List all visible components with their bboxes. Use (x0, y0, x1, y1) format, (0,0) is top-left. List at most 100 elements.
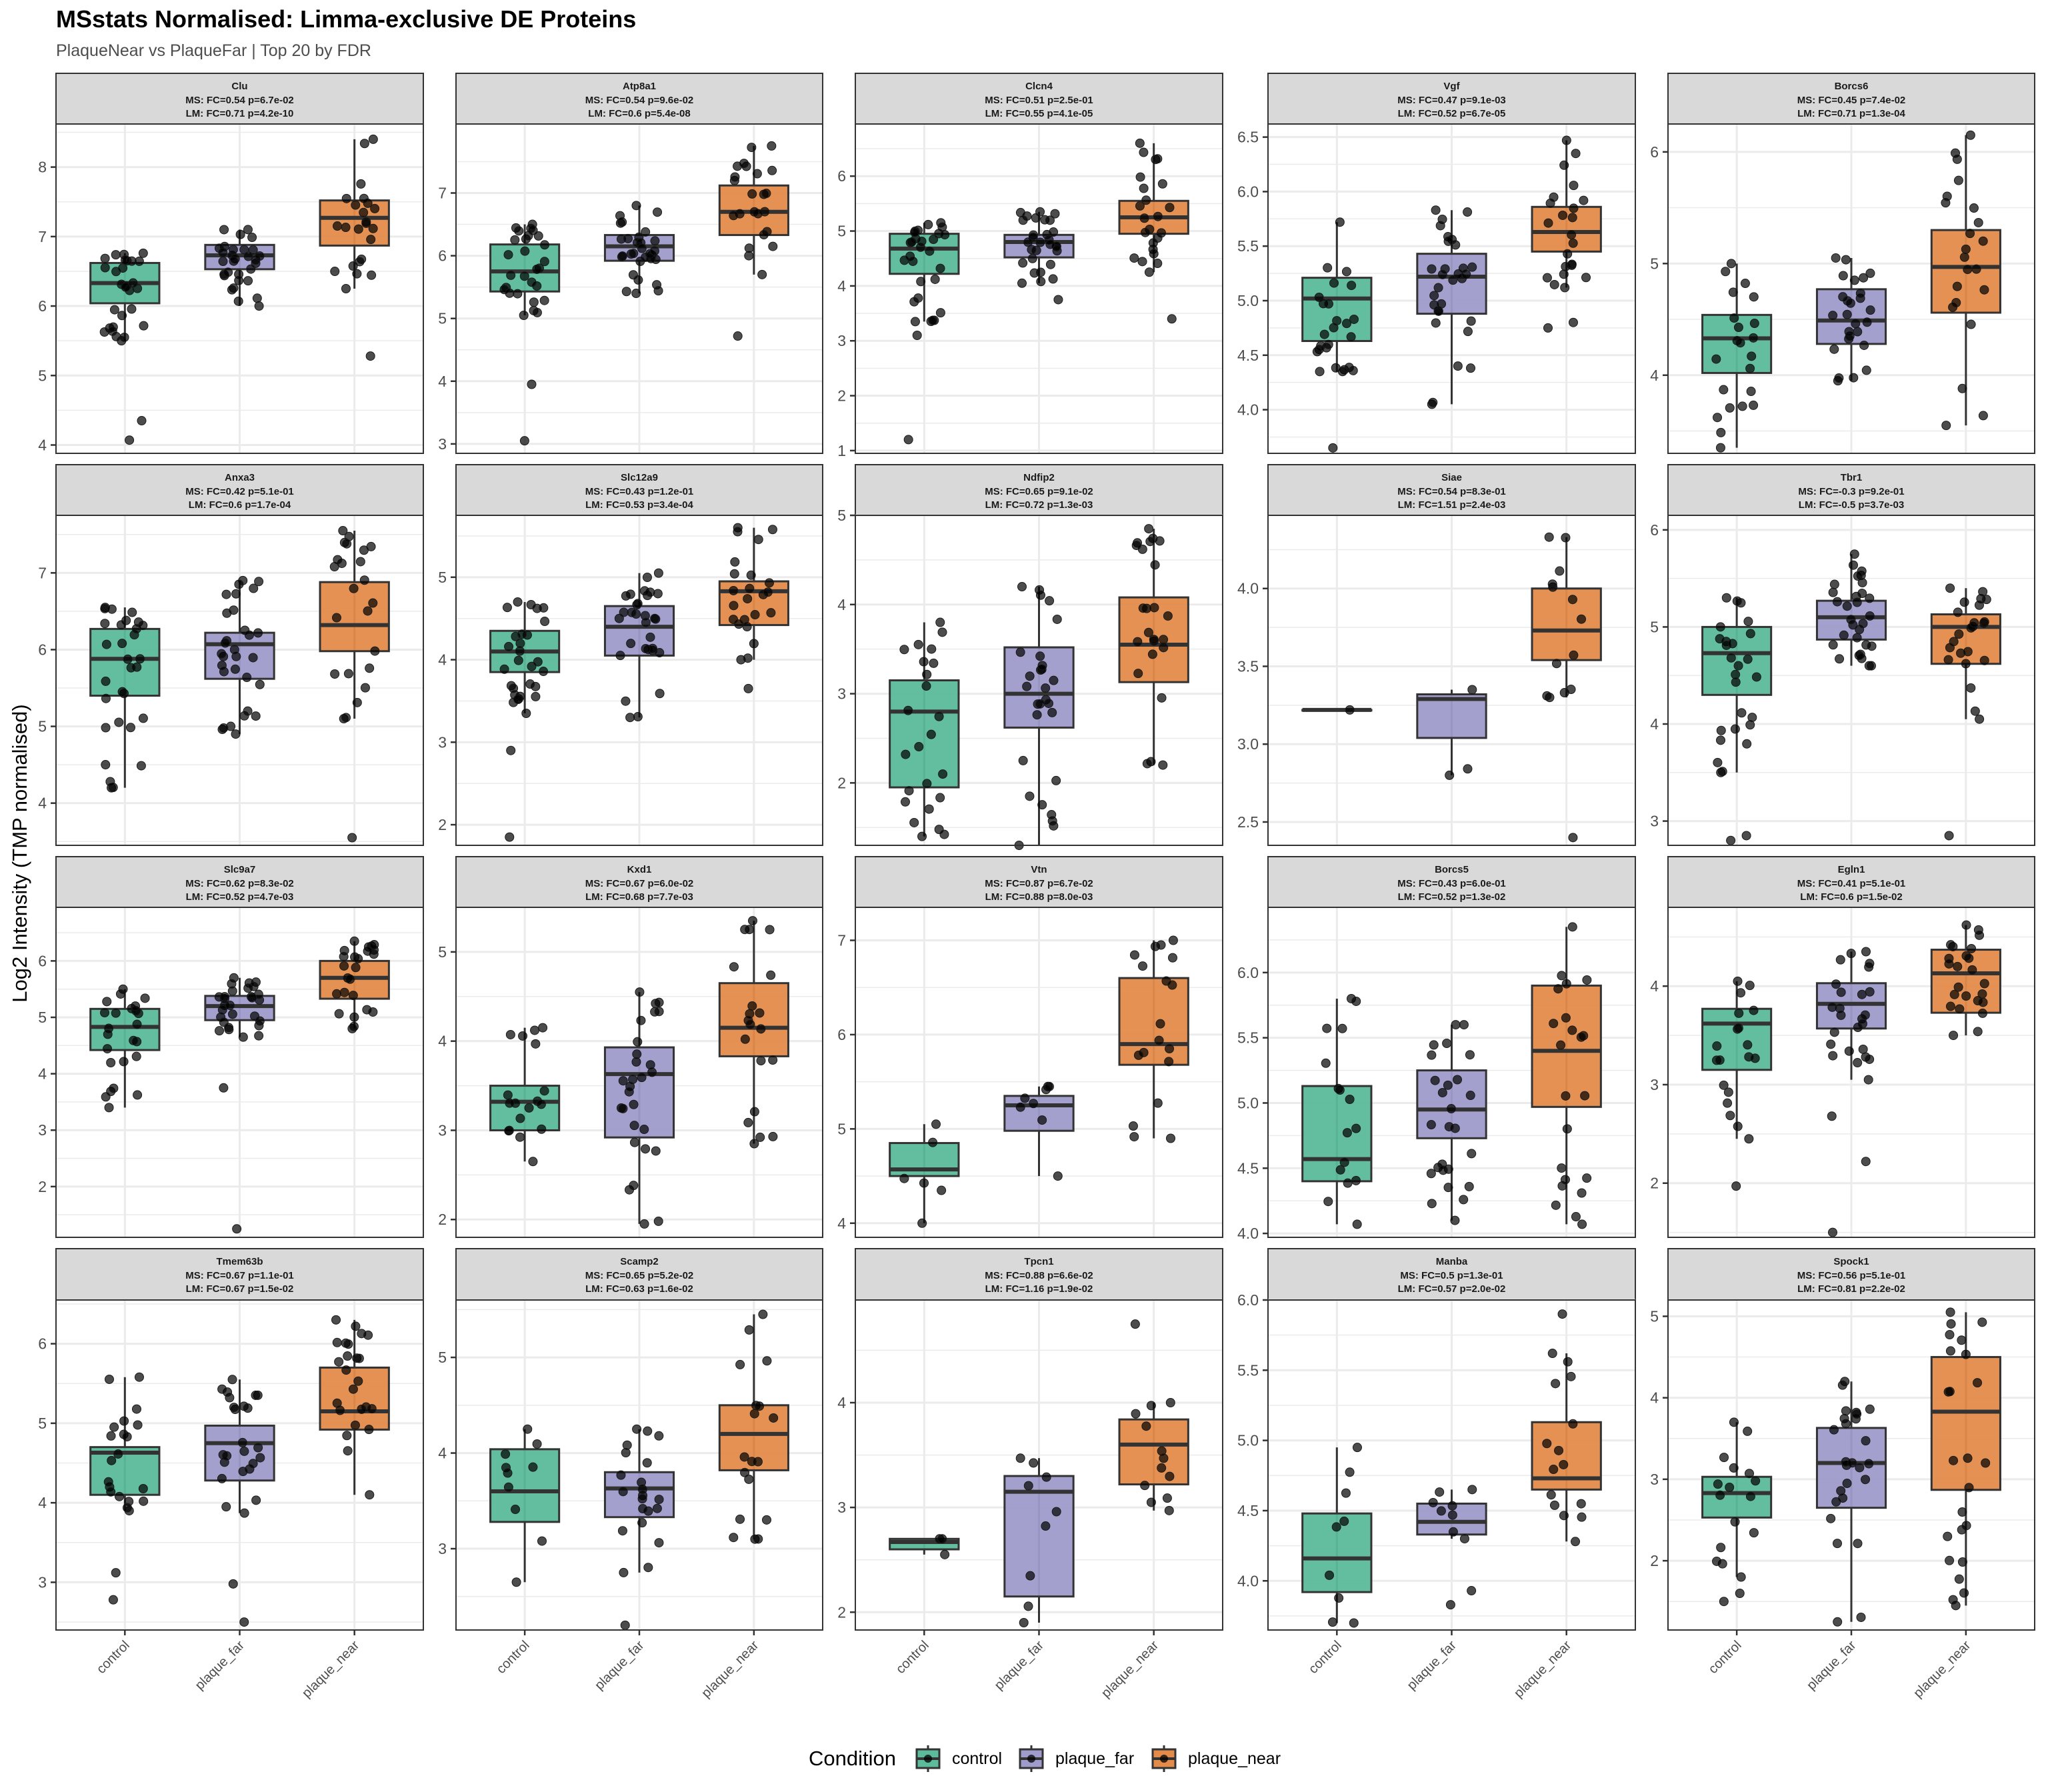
data-point (1465, 1091, 1475, 1101)
data-point (753, 1534, 763, 1544)
data-point (1979, 655, 1989, 665)
data-point (101, 693, 111, 703)
data-point (1731, 677, 1741, 687)
data-point (622, 1440, 632, 1450)
data-point (730, 557, 740, 567)
data-point (1427, 264, 1437, 274)
data-point (1842, 309, 1852, 319)
box-control (1301, 705, 1373, 715)
panel-border (455, 515, 823, 846)
data-point (532, 307, 542, 317)
data-point (352, 697, 362, 707)
data-point (1749, 292, 1759, 302)
data-point (625, 589, 635, 599)
strip-protein: Clcn4 (1025, 81, 1053, 92)
data-point (1553, 984, 1563, 994)
box-iqr (1701, 1475, 1773, 1519)
data-point (1967, 965, 1977, 975)
data-point (1838, 1493, 1848, 1503)
data-point (359, 139, 369, 149)
data-point (131, 1001, 141, 1011)
strip-ms-stats: MS: FC=0.54 p=8.3e-01 (1397, 486, 1506, 497)
data-point (1164, 1057, 1174, 1067)
data-point (1953, 961, 1963, 971)
data-point (247, 233, 257, 243)
data-point (1155, 536, 1165, 546)
data-point (255, 1453, 265, 1463)
box-iqr (1118, 977, 1189, 1066)
data-point (244, 630, 254, 640)
data-point (641, 643, 651, 653)
data-point (1467, 1586, 1477, 1596)
data-point (1558, 210, 1568, 220)
data-point (505, 1029, 515, 1039)
data-point (367, 270, 377, 280)
data-point (519, 436, 529, 446)
y-tick-label: 5 (38, 367, 47, 384)
box-plaque-near (1531, 922, 1602, 1229)
data-point (642, 573, 652, 583)
data-point (1744, 1134, 1754, 1144)
y-tick-label: 5 (837, 223, 846, 240)
data-point (1329, 278, 1339, 288)
strip-background (855, 464, 1223, 516)
data-point (1568, 1419, 1578, 1429)
data-point (1567, 259, 1577, 269)
data-point (1567, 922, 1577, 932)
data-point (1970, 706, 1980, 716)
data-point (1949, 1031, 1959, 1041)
data-point (1719, 1080, 1729, 1090)
data-point (1827, 1002, 1837, 1012)
data-point (1427, 1199, 1437, 1209)
data-point (1549, 279, 1559, 289)
data-point (1437, 299, 1447, 309)
data-point (1053, 1171, 1063, 1181)
box-plaque-far (603, 987, 675, 1229)
data-point (1168, 953, 1178, 963)
data-point (1453, 361, 1463, 371)
data-point (1736, 1572, 1746, 1582)
data-point (907, 237, 917, 247)
y-tick-label: 2.5 (1237, 813, 1259, 831)
strip-lm-stats: LM: FC=0.53 p=3.4e-04 (585, 499, 693, 511)
data-point (1719, 385, 1729, 395)
data-point (1981, 1458, 1991, 1468)
data-point (526, 600, 536, 610)
data-point (633, 1037, 643, 1047)
data-point (1443, 236, 1453, 246)
data-point (1339, 1516, 1349, 1526)
data-point (1945, 1307, 1955, 1317)
data-point (1465, 1050, 1475, 1060)
data-point (1035, 590, 1045, 600)
data-point (642, 1458, 652, 1468)
data-point (501, 1449, 511, 1459)
data-point (1861, 1157, 1871, 1167)
data-point (1737, 401, 1747, 411)
data-point (1150, 560, 1160, 570)
data-point (1153, 259, 1163, 269)
data-point (1157, 693, 1167, 703)
data-point (1133, 669, 1143, 679)
box-control (89, 1372, 161, 1605)
data-point (1135, 138, 1145, 148)
box-plaque-near (1118, 524, 1189, 770)
data-point (1841, 255, 1851, 265)
strip-lm-stats: LM: FC=0.55 p=4.1e-05 (985, 108, 1093, 119)
data-point (752, 169, 762, 179)
data-point (1734, 1008, 1744, 1018)
data-point (650, 236, 660, 246)
data-point (1446, 1104, 1456, 1114)
data-point (1045, 259, 1055, 269)
data-point (1741, 831, 1751, 841)
data-point (1715, 443, 1725, 453)
data-point (747, 1457, 757, 1467)
data-point (729, 615, 739, 625)
data-point (99, 327, 109, 337)
data-point (1037, 1115, 1047, 1125)
data-point (360, 683, 370, 693)
data-point (749, 1409, 759, 1419)
data-point (1856, 1612, 1866, 1622)
data-point (743, 1117, 753, 1127)
data-point (763, 587, 773, 597)
data-point (1744, 1469, 1754, 1479)
